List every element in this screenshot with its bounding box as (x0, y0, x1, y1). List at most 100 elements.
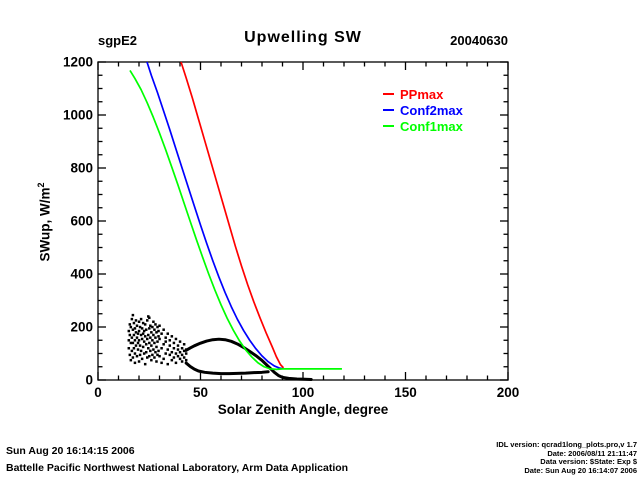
observation-point (131, 313, 135, 317)
observation-point (154, 323, 157, 326)
observation-point (129, 325, 133, 329)
observation-point (149, 336, 152, 339)
y-tick-label: 1000 (63, 108, 93, 123)
observation-point (129, 358, 133, 362)
legend-line-sample (383, 125, 394, 127)
footer-organization: Battelle Pacific Northwest National Labo… (6, 462, 349, 474)
observation-point (128, 353, 132, 357)
observation-point (144, 328, 148, 331)
y-tick-label: 800 (70, 161, 93, 176)
observation-point (180, 360, 184, 363)
y-axis-title: SWup, W/m2 (35, 182, 53, 262)
observation-point (168, 339, 172, 342)
observation-point (131, 356, 135, 359)
observation-point (137, 320, 141, 323)
observation-point (157, 349, 160, 353)
observation-point (134, 319, 138, 322)
observation-point (149, 349, 152, 353)
observation-point (135, 354, 139, 358)
observation-point (162, 328, 165, 331)
observation-point (147, 347, 150, 350)
observation-point (146, 319, 149, 322)
observation-point (128, 323, 132, 326)
observation-point (140, 327, 144, 330)
observation-point (131, 341, 135, 345)
observation-point (180, 347, 184, 350)
observation-point (131, 328, 135, 331)
observation-point (127, 329, 131, 333)
observation-point (180, 353, 184, 357)
observation-point (152, 320, 155, 323)
legend-label: PPmax (400, 86, 444, 102)
observation-point (133, 339, 137, 342)
legend-line-sample (383, 93, 394, 95)
observation-point (156, 353, 159, 357)
observation-point (135, 336, 139, 339)
chart-title: Upwelling SW (244, 29, 362, 46)
y-tick-label: 200 (70, 320, 93, 335)
observation-point (142, 329, 146, 333)
observation-point (174, 361, 178, 365)
x-tick-label: 50 (193, 385, 208, 400)
observation-point (157, 329, 160, 333)
observation-point (182, 356, 186, 359)
y-axis-title-superscript: 2 (35, 182, 46, 188)
observation-point (178, 350, 182, 354)
observation-point (134, 331, 138, 334)
observation-point (151, 353, 154, 357)
series-line-Conf1max (129, 70, 342, 371)
observation-point (143, 362, 147, 366)
observation-point (143, 335, 147, 338)
observation-point (174, 337, 178, 341)
observation-point (160, 332, 163, 335)
observation-point (182, 349, 186, 353)
observation-point (151, 325, 154, 329)
observation-point (139, 317, 143, 321)
observation-point (136, 348, 140, 351)
observation-point (157, 335, 160, 338)
observation-point (164, 352, 167, 355)
observation-point (141, 332, 145, 335)
legend: PPmax Conf2max Conf1max (383, 86, 463, 134)
observation-point (178, 340, 182, 343)
observation-point (178, 357, 182, 361)
observation-point (134, 344, 138, 347)
observation-point (143, 323, 147, 326)
x-tick-label: 150 (394, 385, 417, 400)
observation-point (136, 341, 140, 345)
legend-label: Conf2max (400, 102, 463, 118)
observation-point (184, 358, 188, 362)
observation-point (140, 337, 144, 341)
observation-point (172, 356, 176, 359)
site-label: sgpE2 (98, 33, 138, 48)
observation-point (127, 339, 131, 342)
observation-point (168, 353, 172, 357)
observation-point (141, 321, 145, 325)
observation-point (136, 332, 140, 335)
observation-point (153, 328, 156, 331)
observation-point (132, 333, 136, 337)
observation-point (137, 339, 141, 342)
observation-point (176, 354, 180, 358)
observation-point (130, 317, 134, 321)
observation-trace (184, 337, 313, 381)
observation-point (142, 340, 146, 343)
observation-point (129, 341, 133, 345)
observation-point (156, 340, 159, 343)
observation-point (148, 327, 151, 330)
plot-date-line: Date: Sun Aug 20 16:14:07 2006 (524, 465, 637, 475)
observation-point (172, 341, 176, 345)
observation-point (148, 341, 151, 345)
observation-point (176, 348, 180, 351)
observation-point (141, 345, 145, 349)
observation-point (135, 324, 139, 327)
observation-point (148, 354, 151, 358)
observation-point (147, 315, 150, 318)
code-date-line: Date: 2006/08/11 21:11:47 (547, 448, 637, 458)
observation-point (170, 350, 174, 354)
footer-left: Sun Aug 20 16:14:15 2006 Battelle Pacifi… (6, 445, 348, 474)
series-line-Conf2max (146, 61, 283, 370)
observation-point (154, 336, 157, 339)
observation-point (149, 324, 152, 327)
observation-point (164, 340, 167, 343)
